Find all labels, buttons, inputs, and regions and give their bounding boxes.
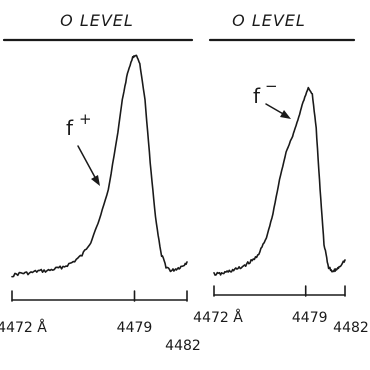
left-wavelength-axis: 4472 Å 4479 4482 <box>0 290 201 354</box>
right-wavelength-axis: 4472 Å 4479 4482 <box>193 285 369 336</box>
right-pointer-arrow <box>265 103 291 119</box>
right-spectrum-panel: O LEVEL 4472 Å 4479 4482 f − <box>193 11 369 336</box>
left-spectrum-panel: O LEVEL 4472 Å 4479 4482 f + <box>0 11 201 354</box>
wavelength-tick-label: 4482 <box>165 338 201 354</box>
left-curve-label-letter: f <box>66 116 74 140</box>
left-curve-label-superscript: + <box>79 110 92 128</box>
left-curve-label: f + <box>66 110 92 140</box>
wavelength-tick-label: 4479 <box>292 310 328 326</box>
wavelength-tick-label: 4472 Å <box>0 319 47 336</box>
right-curve-label-superscript: − <box>265 77 278 95</box>
spectrum-line <box>213 86 346 276</box>
right-plot-area <box>213 86 346 276</box>
right-panel-title: O LEVEL <box>232 11 306 30</box>
left-pointer-arrow <box>77 145 100 186</box>
left-panel-title: O LEVEL <box>60 11 134 30</box>
wavelength-tick-label: 4479 <box>117 320 153 336</box>
right-curve-label: f − <box>253 77 278 108</box>
wavelength-tick-label: 4482 <box>333 320 369 336</box>
wavelength-tick-label: 4472 Å <box>193 309 243 326</box>
spectrum-line <box>11 54 188 278</box>
left-plot-area <box>11 54 188 278</box>
right-curve-label-letter: f <box>253 84 261 108</box>
